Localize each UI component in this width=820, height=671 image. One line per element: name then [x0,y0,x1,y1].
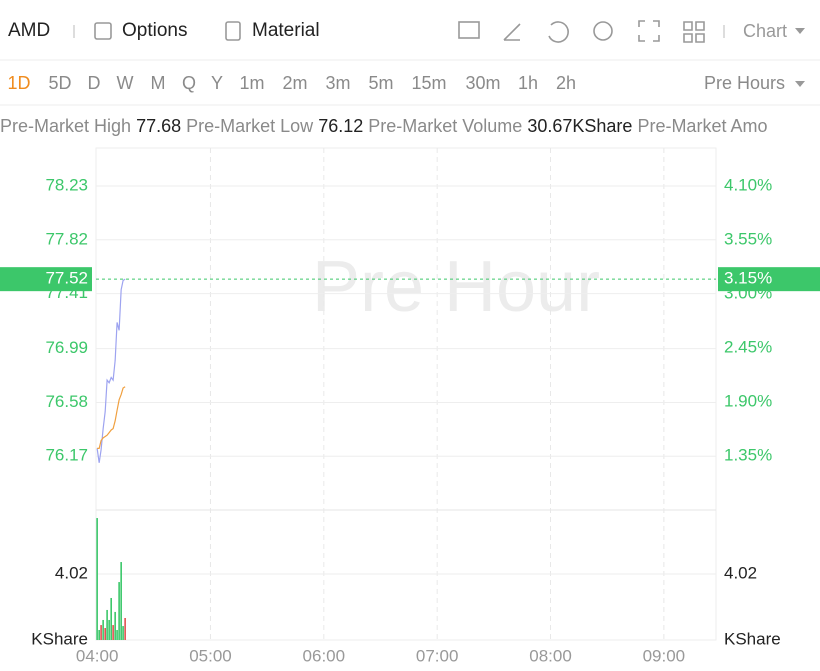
volume-unit: KShare [724,629,781,648]
indicator-icon[interactable] [458,21,480,39]
price-line [97,386,126,449]
volume-tick-label: 4.02 [724,563,757,582]
volume-unit: KShare [31,629,88,648]
volume-bar [118,582,120,640]
volume-tick-label: 4.02 [55,563,88,582]
period-option[interactable]: 2h [556,73,576,93]
volume-bar [114,611,116,640]
x-tick-label: 06:00 [303,646,346,665]
material-icon [225,21,241,41]
stat-value: 77.68 [136,116,181,136]
reset-icon[interactable] [548,21,569,43]
options-button[interactable]: Options [94,20,187,41]
stat-label: Pre-Market High [0,116,131,136]
price-line [96,278,126,463]
stat-value: 30.67KShare [527,116,632,136]
volume-bar [102,619,104,640]
symbol: AMD [8,20,50,41]
last-pct-box [718,267,820,292]
last-price-label: 77.52 [45,269,88,288]
period-option[interactable]: Y [211,73,223,93]
volume-bar [98,629,100,640]
volume-bar [120,562,122,640]
toolbar-icons [458,20,705,43]
period-option[interactable]: 30m [465,73,500,93]
stat-label: Pre-Market Volume [368,116,522,136]
fullscreen-icon[interactable] [638,20,660,42]
volume-bar [116,629,118,640]
last-price-box [0,267,92,292]
period-option[interactable]: 15m [411,73,446,93]
period-option[interactable]: M [151,73,166,93]
volume-bar [104,628,106,640]
period-bar: 1D 5D D W M Q Y 1m 2m 3m 5m 15m 30m 1h 2h [7,73,576,93]
volume-bar [108,619,110,640]
y-tick-label: 76.58 [45,392,88,411]
volume-bar [96,518,98,640]
period-option[interactable]: W [117,73,134,93]
period-option[interactable]: 3m [325,73,350,93]
x-tick-label: 05:00 [189,646,232,665]
period-option[interactable]: 5D [48,73,71,93]
y-tick-label: 77.82 [45,229,88,248]
plot-frame [95,147,717,641]
y2-tick-label: 4.10% [724,176,772,195]
material-button[interactable]: Material [225,20,320,41]
dropdown-arrow [795,81,805,87]
x-tick-label: 07:00 [416,646,459,665]
y2-tick-label: 2.45% [724,338,772,357]
x-tick-label: 04:00 [76,646,119,665]
stat-label: Pre-Market Amo [637,116,767,136]
stat-value: 76.12 [318,116,363,136]
volume-bar [110,597,112,640]
session-selector[interactable]: Pre Hours [704,73,785,93]
period-option[interactable]: 2m [282,73,307,93]
period-option[interactable]: 1D [7,73,30,93]
volume-bar [100,625,102,640]
y-tick-label: 76.17 [45,446,88,465]
draw-icon[interactable] [503,23,521,41]
material-label[interactable]: Material [252,20,320,41]
volume-bar [122,626,124,640]
options-icon [94,22,112,40]
x-tick-label: 09:00 [643,646,686,665]
volume-bar [124,618,126,640]
y-tick-label: 78.23 [45,176,88,195]
y2-tick-label: 3.55% [724,230,772,249]
layout-icon[interactable] [683,21,705,43]
stats-row: Pre-Market High 77.68 Pre-Market Low 76.… [0,116,767,136]
period-option[interactable]: 5m [368,73,393,93]
period-option[interactable]: Q [182,73,196,93]
last-pct-label: 3.15% [724,269,772,288]
period-option[interactable]: 1h [518,73,538,93]
options-label[interactable]: Options [122,20,187,41]
chart-type[interactable]: Chart [743,21,787,41]
settings-icon[interactable] [593,21,613,41]
chart: Pre Hour 04:00 05:00 06:00 07:00 08:00 09:00 78… [0,147,820,665]
stat-label: Pre-Market Low [186,116,314,136]
period-option[interactable]: D [88,73,101,93]
y2-tick-label: 1.35% [724,446,772,465]
y-tick-label: 76.99 [45,338,88,357]
volume-bar [106,609,108,640]
volume-bar [112,625,114,640]
period-option[interactable]: 1m [239,73,264,93]
x-tick-label: 08:00 [529,646,572,665]
dropdown-arrow [795,28,805,34]
watermark: Pre Hour [312,247,600,327]
y2-tick-label: 1.90% [724,392,772,411]
